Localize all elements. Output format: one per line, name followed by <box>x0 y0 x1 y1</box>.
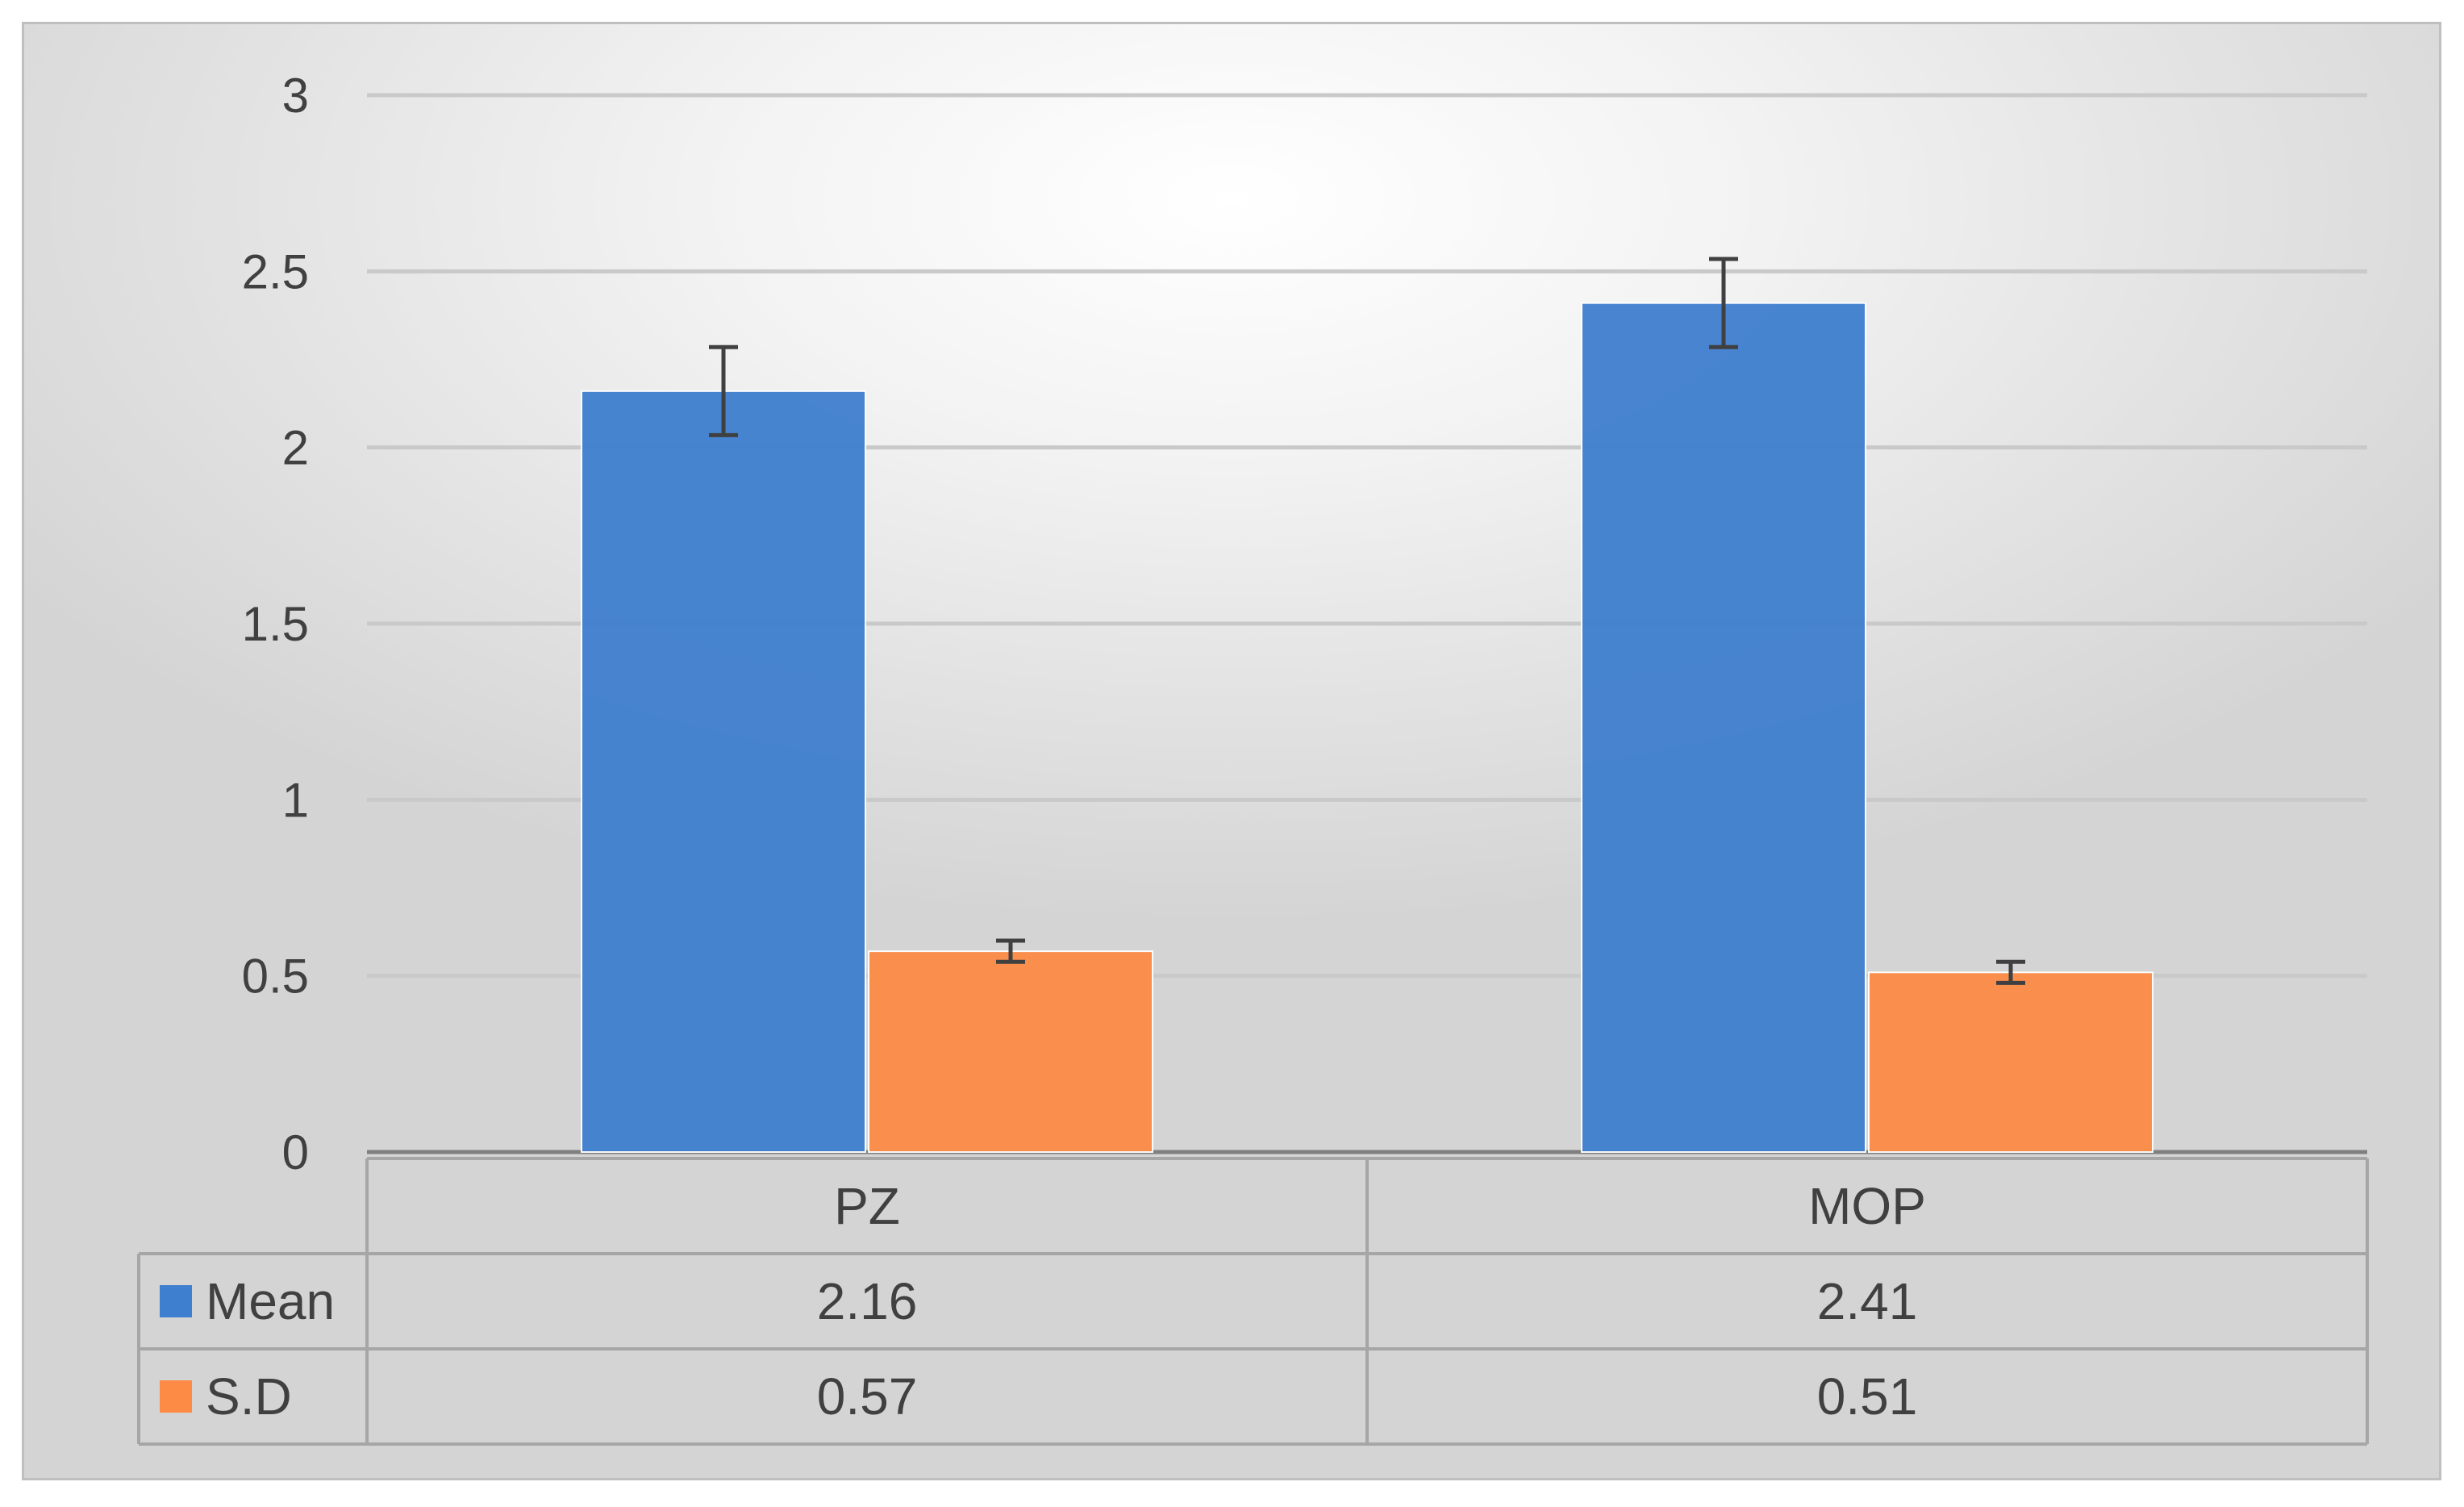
bar-s-d-pz <box>868 950 1153 1153</box>
y-tick-label: 2.5 <box>242 244 309 298</box>
bar-s-d-mop <box>1868 971 2153 1154</box>
bars <box>581 302 2153 1154</box>
table-cell: 2.41 <box>1817 1272 1918 1330</box>
table-cell: 0.51 <box>1817 1367 1918 1426</box>
error-bars <box>709 257 2025 985</box>
y-tick-label: 0 <box>282 1125 309 1179</box>
legend-label: Mean <box>206 1272 335 1330</box>
y-tick-label: 3 <box>282 69 309 123</box>
bar-mean-pz <box>581 390 866 1153</box>
data-table: PZ MOP Mean 2.16 2.41 S.D 0.57 0.51 <box>137 1157 2369 1446</box>
y-tick-label: 1 <box>282 773 309 827</box>
y-tick-label: 0.5 <box>242 950 309 1004</box>
bar-mean-mop <box>1581 302 1866 1154</box>
legend-label: S.D <box>206 1367 292 1426</box>
y-tick-label: 1.5 <box>242 597 309 651</box>
y-axis-tick-labels: 0 0.5 1 1.5 2 2.5 3 <box>242 69 309 1179</box>
legend-swatch <box>160 1285 192 1317</box>
legend-swatch <box>160 1380 192 1413</box>
table-cell: 0.57 <box>817 1367 918 1426</box>
y-tick-label: 2 <box>282 421 309 475</box>
category-label: MOP <box>1808 1177 1926 1235</box>
chart-frame <box>22 22 2441 1480</box>
category-label: PZ <box>834 1177 900 1235</box>
table-cell: 2.16 <box>817 1272 918 1330</box>
